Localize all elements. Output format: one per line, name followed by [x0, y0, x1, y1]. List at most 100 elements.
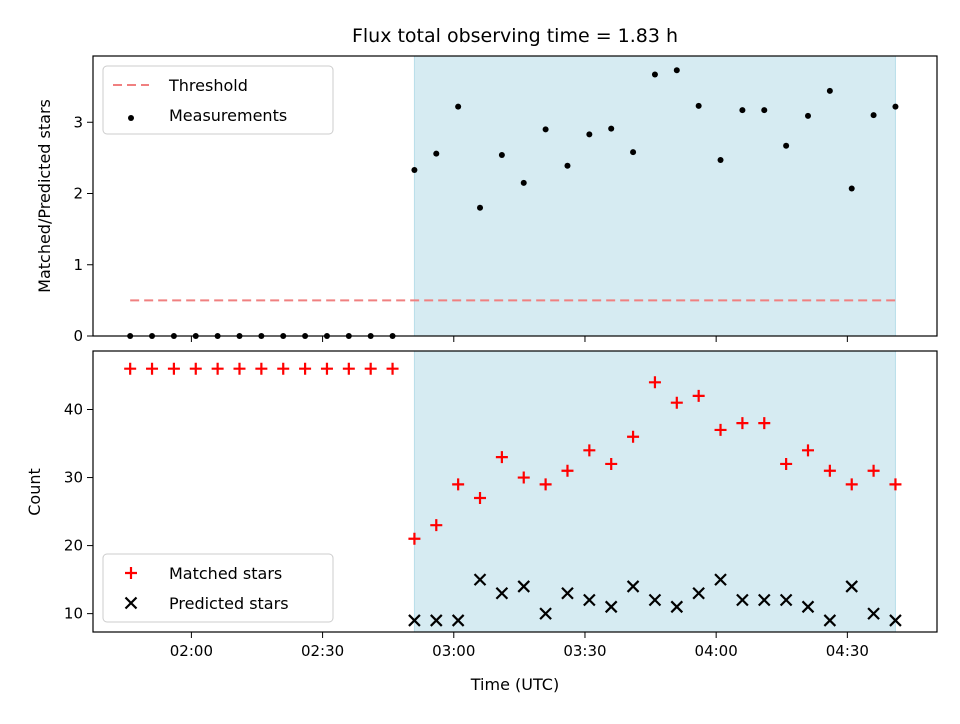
matched-star-point	[517, 471, 530, 484]
x-tick-label: 02:00	[170, 642, 213, 660]
predicted-star-point	[845, 580, 859, 593]
measurement-point	[783, 142, 790, 149]
chart-title: Flux total observing time = 1.83 h	[352, 25, 678, 47]
matched-star-point	[780, 457, 793, 470]
legend-handle-predicted	[124, 596, 138, 610]
predicted-star-point	[561, 586, 574, 600]
matched-star-point	[889, 478, 902, 491]
matched-star-point	[845, 478, 858, 491]
predicted-star-point	[408, 614, 421, 627]
matched-star-point	[867, 464, 880, 477]
measurement-point	[870, 112, 877, 119]
measurement-point	[826, 87, 833, 94]
x-tick-label: 03:00	[432, 642, 475, 660]
predicted-star-point	[670, 600, 684, 614]
matched-star-point	[167, 362, 180, 375]
y-tick-label: 30	[64, 469, 83, 487]
measurement-point	[520, 179, 527, 186]
shaded-observing-span	[413, 55, 896, 337]
bottom-y-axis-label: Count	[25, 468, 44, 516]
matched-star-point	[430, 519, 443, 532]
predicted-star-point	[889, 614, 902, 627]
x-tick-label: 04:00	[695, 642, 738, 660]
matched-star-point	[408, 532, 421, 545]
measurement-point	[477, 204, 484, 211]
plot-frame	[92, 350, 938, 633]
predicted-star-point	[779, 593, 793, 607]
plot-frame	[92, 55, 938, 337]
matched-star-point	[299, 362, 312, 375]
predicted-star-point	[451, 614, 465, 627]
matched-star-point	[561, 464, 574, 477]
matched-star-point	[124, 362, 137, 375]
predicted-star-point	[604, 600, 618, 614]
measurement-point	[673, 67, 680, 74]
predicted-star-point	[714, 573, 727, 586]
predicted-star-point	[757, 593, 771, 607]
matched-star-point	[627, 430, 640, 443]
x-tick-label: 03:30	[563, 642, 606, 660]
legend-handle-matched	[125, 567, 137, 579]
matched-star-point	[255, 362, 268, 375]
shaded-observing-span	[413, 350, 896, 633]
matched-star-point	[605, 457, 618, 470]
measurement-point	[608, 125, 615, 132]
legend-label: Matched stars	[169, 564, 282, 583]
matched-star-point	[736, 417, 749, 430]
y-tick-label: 20	[64, 537, 83, 555]
matched-star-point	[670, 396, 683, 409]
matched-star-point	[583, 444, 596, 457]
matched-star-point	[648, 376, 661, 389]
y-tick-label: 10	[64, 605, 83, 623]
predicted-star-point	[692, 586, 705, 600]
matched-star-point	[146, 362, 159, 375]
measurement-point	[498, 152, 505, 159]
matched-star-point	[823, 464, 836, 477]
matched-star-point	[758, 417, 771, 430]
measurement-point	[717, 157, 724, 164]
matched-star-point	[342, 362, 355, 375]
predicted-star-point	[648, 593, 662, 607]
measurement-point	[411, 166, 418, 173]
count-panel: 10 20 30 40 02:00 02:30 03:00 03:30 04:00 04:30 Ma…	[64, 350, 938, 660]
measurement-point	[695, 102, 702, 109]
predicted-star-point	[626, 580, 640, 593]
measurement-point	[892, 103, 899, 110]
predicted-star-point	[539, 607, 552, 620]
matched-star-point	[474, 491, 487, 504]
legend-label: Predicted stars	[169, 594, 289, 613]
matched-star-point	[277, 362, 290, 375]
measurement-point	[651, 71, 658, 78]
predicted-star-point	[473, 573, 487, 586]
matched-star-point	[452, 478, 465, 491]
measurement-point	[433, 150, 440, 157]
predicted-star-point	[867, 607, 880, 620]
matched-star-point	[495, 451, 508, 464]
y-tick-label: 0	[73, 327, 83, 345]
y-tick-label: 2	[73, 185, 83, 203]
measurement-point	[455, 103, 462, 110]
measurement-point	[542, 126, 549, 133]
legend-box	[102, 553, 334, 623]
top-y-axis-label: Matched/Predicted stars	[35, 99, 54, 293]
legend-box	[102, 65, 334, 135]
matched-star-point	[539, 478, 552, 491]
matched-star-point	[211, 362, 224, 375]
x-tick-label: 04:30	[826, 642, 869, 660]
matched-star-point	[692, 389, 705, 402]
legend-label: Measurements	[169, 106, 287, 125]
predicted-star-point	[430, 614, 443, 627]
x-axis-label: Time (UTC)	[470, 675, 559, 694]
matched-star-point	[801, 444, 814, 457]
measurement-point	[586, 131, 593, 138]
measurement-point	[564, 162, 571, 169]
matched-star-point	[189, 362, 202, 375]
matched-star-point	[386, 362, 399, 375]
predicted-star-point	[736, 593, 749, 607]
measurement-point	[761, 107, 768, 114]
predicted-star-point	[583, 593, 596, 607]
predicted-star-point	[823, 614, 837, 627]
y-tick-label: 3	[73, 113, 83, 131]
x-tick-label: 02:30	[301, 642, 344, 660]
